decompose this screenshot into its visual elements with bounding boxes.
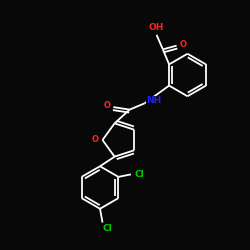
Text: O: O [92,136,98,144]
Text: O: O [179,40,186,49]
Text: Cl: Cl [135,170,144,179]
Text: NH: NH [146,96,162,105]
Text: OH: OH [149,23,164,32]
Text: Cl: Cl [103,224,113,233]
Text: O: O [104,101,110,110]
